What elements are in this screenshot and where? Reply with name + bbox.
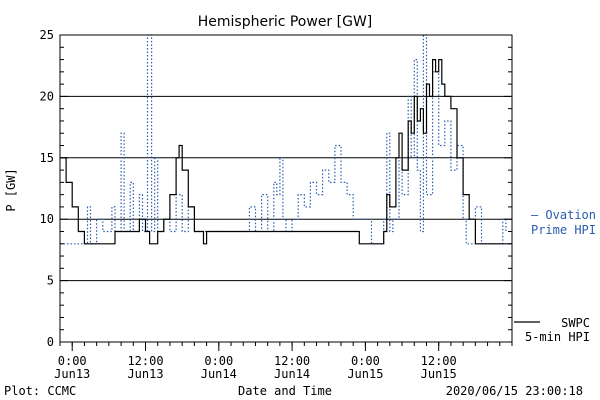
y-tick-label: 5 [47, 274, 54, 288]
chart-title: Hemispheric Power [GW] [198, 14, 373, 30]
swpc-hpi-line [60, 59, 512, 245]
y-tick-label: 15 [40, 151, 54, 165]
x-tick-hour: 12:00 [127, 354, 163, 368]
legend-ovation-label: Prime HPI [531, 223, 596, 237]
x-tick-hour: 12:00 [421, 354, 457, 368]
y-tick-label: 10 [40, 212, 54, 226]
x-tick-hour: 0:00 [58, 354, 87, 368]
ovation-prime-hpi-line [60, 34, 507, 245]
x-tick-hour: 12:00 [274, 354, 310, 368]
x-tick-day: Jun14 [274, 367, 310, 381]
x-axis-label: Date and Time [238, 384, 332, 398]
x-tick-hour: 0:00 [204, 354, 233, 368]
y-axis-label: P [GW] [4, 168, 18, 211]
x-tick-day: Jun14 [201, 367, 237, 381]
series-layer [60, 34, 512, 245]
y-tick-label: 25 [40, 28, 54, 42]
plot-timestamp: 2020/06/15 23:00:18 [446, 384, 583, 398]
legend-swpc-label: 5-min HPI [525, 330, 590, 344]
x-tick-day: Jun13 [54, 367, 90, 381]
legend-ovation-label: — Ovation [531, 208, 596, 222]
axes: 05101520250:00Jun1312:00Jun130:00Jun1412… [40, 28, 513, 381]
y-tick-label: 20 [40, 89, 54, 103]
x-tick-day: Jun15 [421, 367, 457, 381]
legend-swpc-label: SWPC [561, 316, 590, 330]
plot-frame [59, 34, 513, 343]
y-tick-label: 0 [47, 335, 54, 349]
gridlines [60, 95, 512, 282]
x-tick-day: Jun15 [347, 367, 383, 381]
plot-credit: Plot: CCMC [4, 384, 76, 398]
x-tick-day: Jun13 [127, 367, 163, 381]
x-tick-hour: 0:00 [351, 354, 380, 368]
